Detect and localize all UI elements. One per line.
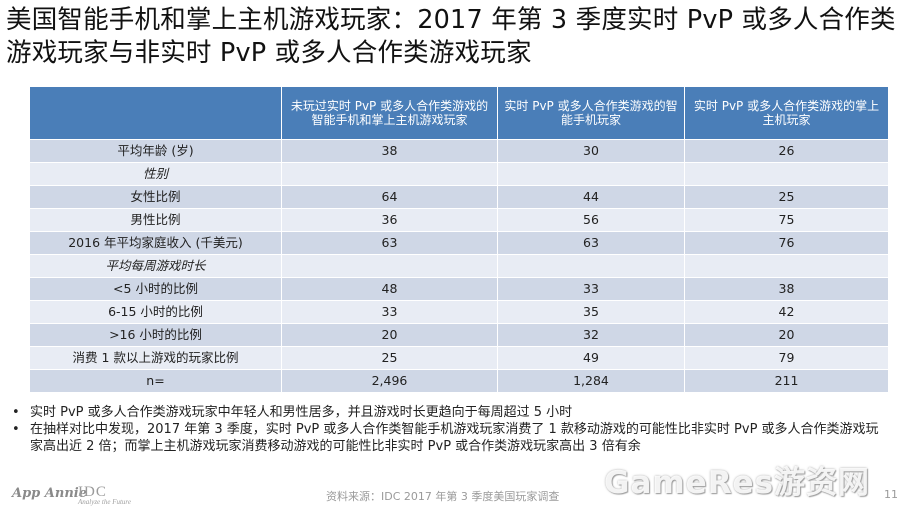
cell-value — [497, 162, 685, 186]
row-label: n= — [29, 369, 282, 393]
row-label: >16 小时的比例 — [29, 323, 282, 347]
bullet-icon: • — [12, 422, 20, 437]
cell-value: 1,284 — [497, 369, 685, 393]
row-label: 2016 年平均家庭收入 (千美元) — [29, 231, 282, 255]
cell-value: 44 — [497, 185, 685, 209]
cell-value: 20 — [281, 323, 498, 347]
page-title: 美国智能手机和掌上主机游戏玩家：2017 年第 3 季度实时 PvP 或多人合作… — [6, 5, 896, 68]
cell-value: 25 — [684, 185, 889, 209]
table-row: 男性比例 36 56 75 — [29, 208, 889, 232]
cell-value: 2,496 — [281, 369, 498, 393]
idc-logo-text: IDC — [78, 484, 107, 500]
note-text: 在抽样对比中发现，2017 年第 3 季度，实时 PvP 或多人合作类智能手机游… — [30, 422, 879, 454]
cell-value: 76 — [684, 231, 889, 255]
watermark: GameRes游资网 — [604, 465, 871, 501]
cell-value — [281, 254, 498, 278]
cell-value: 79 — [684, 346, 889, 370]
table-row: 2016 年平均家庭收入 (千美元) 63 63 76 — [29, 231, 889, 255]
cell-value — [281, 162, 498, 186]
table-header-pvp-handheld: 实时 PvP 或多人合作类游戏的掌上主机玩家 — [684, 86, 889, 140]
row-label: 男性比例 — [29, 208, 282, 232]
table-row: 6-15 小时的比例 33 35 42 — [29, 300, 889, 324]
note-text: 实时 PvP 或多人合作类游戏玩家中年轻人和男性居多，并且游戏时长更趋向于每周超… — [30, 405, 573, 420]
row-label: 消费 1 款以上游戏的玩家比例 — [29, 346, 282, 370]
table-header-non-pvp: 未玩过实时 PvP 或多人合作类游戏的智能手机和掌上主机游戏玩家 — [281, 86, 498, 140]
table-row: 消费 1 款以上游戏的玩家比例 25 49 79 — [29, 346, 889, 370]
section-label: 平均每周游戏时长 — [29, 254, 282, 278]
idc-logo: IDC Analyze the Future — [78, 481, 131, 506]
cell-value: 36 — [281, 208, 498, 232]
cell-value: 26 — [684, 139, 889, 163]
cell-value: 38 — [684, 277, 889, 301]
table-row: <5 小时的比例 48 33 38 — [29, 277, 889, 301]
cell-value: 63 — [497, 231, 685, 255]
cell-value — [684, 254, 889, 278]
source-note: 资料来源：IDC 2017 年第 3 季度美国玩家调查 — [326, 490, 560, 503]
table-row: 性别 — [29, 162, 889, 186]
notes-list: • 实时 PvP 或多人合作类游戏玩家中年轻人和男性居多，并且游戏时长更趋向于每… — [10, 404, 880, 455]
row-label: 平均年龄 (岁) — [29, 139, 282, 163]
comparison-table: 未玩过实时 PvP 或多人合作类游戏的智能手机和掌上主机游戏玩家 实时 PvP … — [29, 86, 889, 393]
cell-value: 48 — [281, 277, 498, 301]
row-label: <5 小时的比例 — [29, 277, 282, 301]
cell-value: 35 — [497, 300, 685, 324]
cell-value: 33 — [281, 300, 498, 324]
cell-value — [497, 254, 685, 278]
cell-value: 25 — [281, 346, 498, 370]
note-item: • 实时 PvP 或多人合作类游戏玩家中年轻人和男性居多，并且游戏时长更趋向于每… — [10, 404, 880, 421]
table-header-pvp-smartphone: 实时 PvP 或多人合作类游戏的智能手机玩家 — [497, 86, 685, 140]
cell-value: 75 — [684, 208, 889, 232]
note-item: • 在抽样对比中发现，2017 年第 3 季度，实时 PvP 或多人合作类智能手… — [10, 421, 880, 455]
app-annie-logo: App Annie — [12, 486, 87, 501]
cell-value: 63 — [281, 231, 498, 255]
table-row: 平均每周游戏时长 — [29, 254, 889, 278]
table-row: n= 2,496 1,284 211 — [29, 369, 889, 393]
row-label: 6-15 小时的比例 — [29, 300, 282, 324]
cell-value: 30 — [497, 139, 685, 163]
row-label: 女性比例 — [29, 185, 282, 209]
idc-logo-tagline: Analyze the Future — [78, 498, 132, 506]
table-header-corner — [29, 86, 282, 140]
cell-value: 33 — [497, 277, 685, 301]
cell-value: 42 — [684, 300, 889, 324]
cell-value: 20 — [684, 323, 889, 347]
section-label: 性别 — [29, 162, 282, 186]
table-row: >16 小时的比例 20 32 20 — [29, 323, 889, 347]
page-number: 11 — [884, 488, 898, 501]
cell-value: 38 — [281, 139, 498, 163]
table-header-row: 未玩过实时 PvP 或多人合作类游戏的智能手机和掌上主机游戏玩家 实时 PvP … — [29, 86, 889, 140]
table-row: 平均年龄 (岁) 38 30 26 — [29, 139, 889, 163]
cell-value: 32 — [497, 323, 685, 347]
cell-value: 56 — [497, 208, 685, 232]
bullet-icon: • — [12, 405, 20, 420]
cell-value: 211 — [684, 369, 889, 393]
cell-value: 49 — [497, 346, 685, 370]
cell-value: 64 — [281, 185, 498, 209]
table-row: 女性比例 64 44 25 — [29, 185, 889, 209]
cell-value — [684, 162, 889, 186]
